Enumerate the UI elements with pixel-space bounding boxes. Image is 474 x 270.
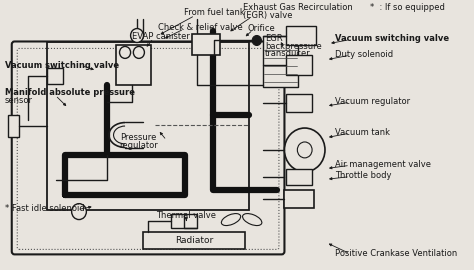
Text: sensor: sensor	[5, 96, 33, 104]
Circle shape	[131, 29, 144, 42]
Text: Vacuum regulator: Vacuum regulator	[335, 97, 410, 106]
Circle shape	[72, 204, 86, 220]
Text: Vacuum switching valve: Vacuum switching valve	[335, 34, 449, 43]
Circle shape	[284, 128, 325, 172]
Bar	[263, 36, 298, 87]
Bar	[192, 33, 220, 55]
Circle shape	[252, 36, 262, 45]
Bar	[286, 94, 312, 112]
Bar	[8, 115, 19, 137]
Circle shape	[297, 142, 312, 158]
Bar	[171, 214, 197, 228]
Ellipse shape	[243, 214, 262, 225]
Bar	[286, 55, 312, 75]
Text: From fuel tank: From fuel tank	[184, 8, 245, 17]
Bar	[116, 45, 151, 85]
Text: Duty solenoid: Duty solenoid	[335, 50, 393, 59]
Text: * Fast idle solenoid: * Fast idle solenoid	[5, 204, 85, 213]
Text: *  : If so equipped: * : If so equipped	[370, 3, 445, 12]
Text: EGR: EGR	[265, 34, 283, 43]
Text: backpressure: backpressure	[265, 42, 322, 51]
Text: Orifice: Orifice	[247, 24, 275, 33]
Text: Thermal valve: Thermal valve	[156, 211, 216, 220]
Bar	[284, 190, 314, 208]
Bar	[144, 231, 245, 249]
Text: EVAP canister: EVAP canister	[132, 32, 190, 42]
Text: Check & relief valve: Check & relief valve	[158, 23, 243, 32]
Text: Radiator: Radiator	[175, 236, 213, 245]
Bar	[286, 169, 312, 185]
Bar	[286, 26, 316, 45]
Ellipse shape	[221, 214, 241, 225]
Text: Air management valve: Air management valve	[335, 160, 431, 169]
Text: Vacuum switching valve: Vacuum switching valve	[5, 61, 119, 70]
Text: (EGR) valve: (EGR) valve	[243, 11, 292, 20]
Circle shape	[119, 46, 131, 58]
Text: Positive Crankase Ventilation: Positive Crankase Ventilation	[335, 249, 457, 258]
Text: regulator: regulator	[119, 141, 158, 150]
Text: transducer: transducer	[265, 49, 310, 58]
Bar	[47, 42, 249, 210]
Text: Throttle body: Throttle body	[335, 171, 391, 180]
Text: Pressure: Pressure	[120, 133, 156, 142]
Text: Vacuum tank: Vacuum tank	[335, 128, 390, 137]
Circle shape	[133, 46, 145, 58]
Bar	[47, 68, 64, 84]
Text: Manifold absolute pressure: Manifold absolute pressure	[5, 87, 135, 96]
Text: Exhaust Gas Recirculation: Exhaust Gas Recirculation	[243, 3, 353, 12]
